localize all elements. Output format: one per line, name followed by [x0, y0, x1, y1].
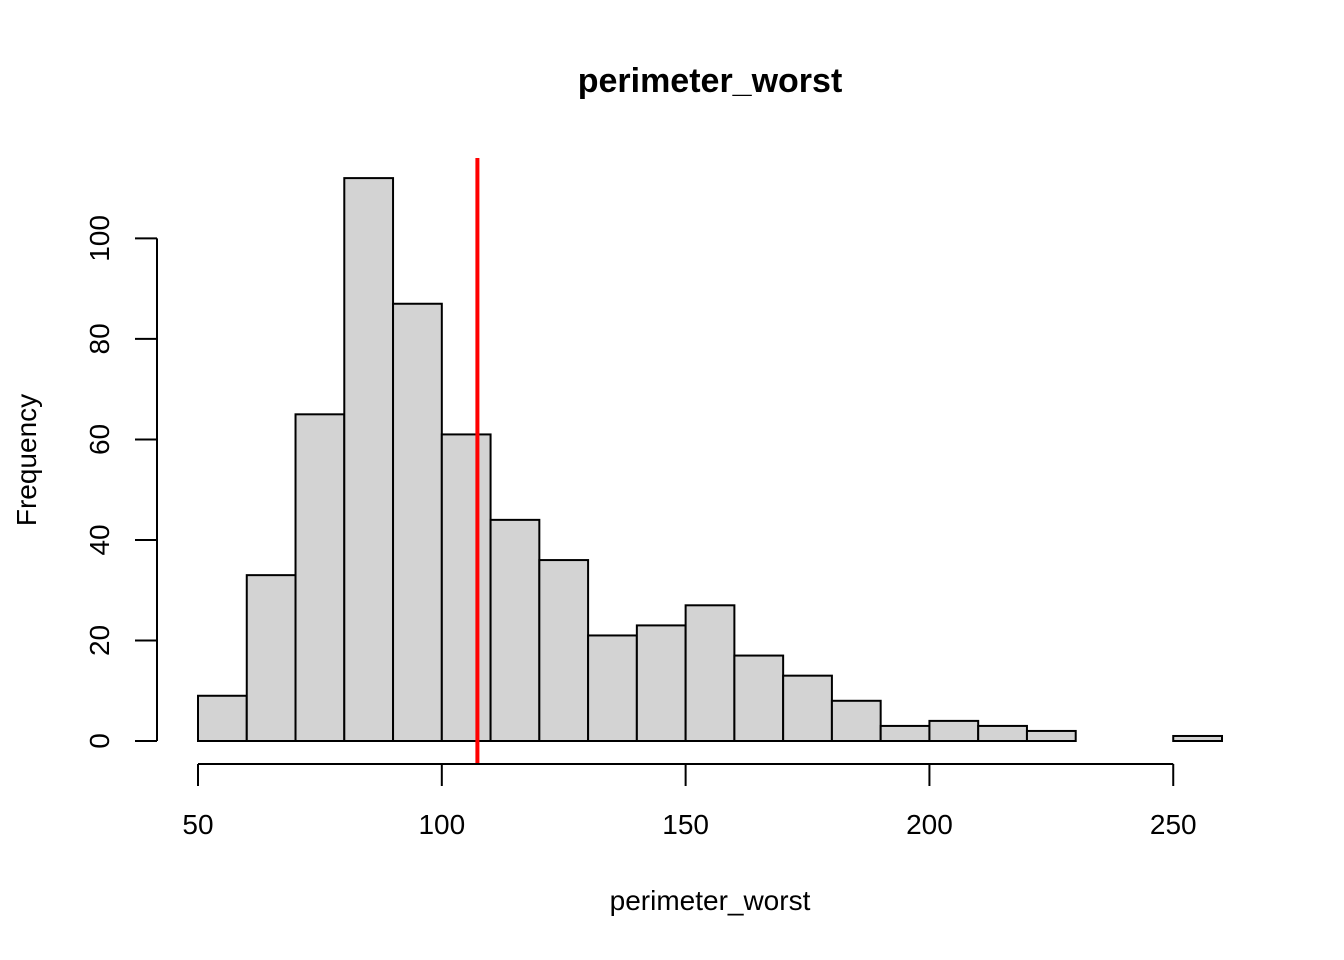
y-tick-label: 0 [84, 733, 115, 749]
x-axis-label: perimeter_worst [610, 885, 811, 916]
chart-title: perimeter_worst [578, 62, 843, 100]
y-tick-label: 40 [84, 524, 115, 555]
histogram-bar [294, 413, 346, 742]
histogram-bar [538, 559, 590, 742]
histogram-bar [782, 674, 833, 743]
y-tick-label: 80 [84, 323, 115, 354]
histogram-bar [977, 724, 1028, 743]
y-tick-label: 60 [84, 424, 115, 455]
histogram-bar [733, 654, 785, 743]
histogram-bar [879, 724, 931, 743]
x-tick-label: 200 [906, 809, 953, 840]
y-axis-label: Frequency [11, 394, 42, 526]
histogram-bar [587, 634, 638, 743]
histogram-bar [489, 518, 541, 742]
histogram-bar [343, 177, 395, 742]
histogram-bar [1172, 734, 1223, 742]
histogram-bar [928, 719, 980, 742]
histogram-bar [440, 433, 492, 742]
histogram-bar [684, 604, 736, 742]
histogram-bar [635, 624, 687, 742]
histogram-bar [830, 699, 882, 742]
x-tick-label: 150 [662, 809, 709, 840]
histogram-bar [245, 574, 297, 742]
y-tick-label: 20 [84, 625, 115, 656]
y-axis: 0 20 40 60 80 100 [84, 215, 158, 749]
x-tick-label: 100 [418, 809, 465, 840]
histogram-bar [392, 302, 443, 742]
x-tick-label: 50 [182, 809, 213, 840]
bars-group [197, 177, 1223, 743]
histogram-bar [1025, 729, 1077, 743]
y-tick-label: 100 [84, 215, 115, 262]
histogram-bar [197, 694, 248, 742]
x-tick-label: 250 [1150, 809, 1197, 840]
x-axis: 50 100 150 200 250 [182, 763, 1197, 840]
